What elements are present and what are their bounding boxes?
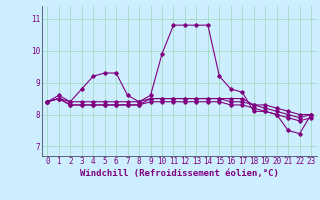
X-axis label: Windchill (Refroidissement éolien,°C): Windchill (Refroidissement éolien,°C)	[80, 169, 279, 178]
